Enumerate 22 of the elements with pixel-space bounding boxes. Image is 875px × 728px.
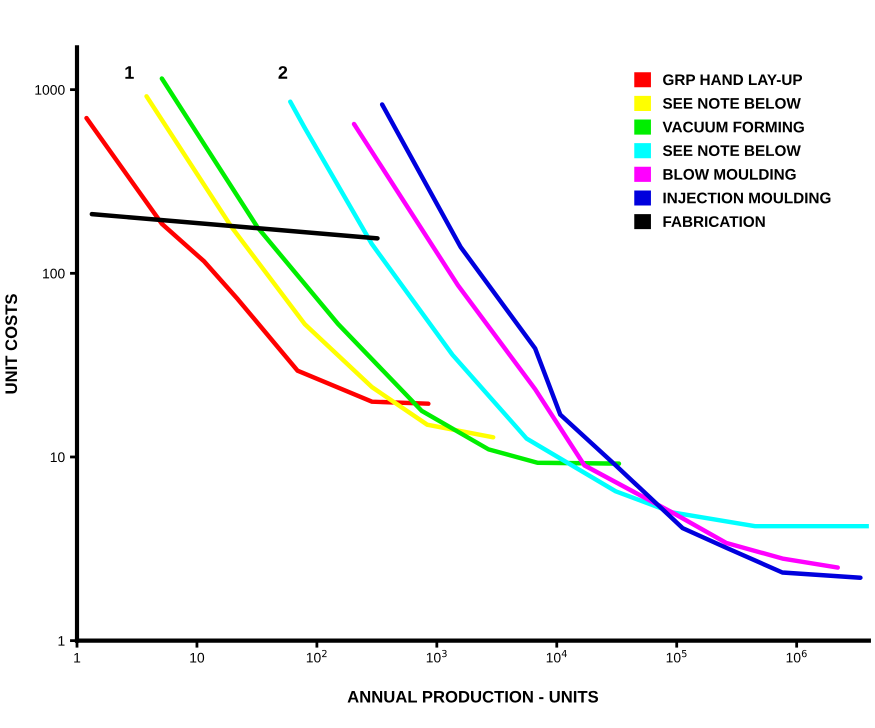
legend-label: FABRICATION (663, 216, 765, 228)
legend-label: INJECTION MOULDING (663, 192, 830, 204)
annotation: 2 (278, 66, 288, 79)
x-tick-label: 10 (190, 652, 204, 663)
x-tick-label: 10$^{4}$ (546, 650, 567, 663)
legend-label: GRP HAND LAY-UP (663, 74, 802, 86)
annotation: 1 (125, 66, 134, 79)
y-tick-label: 10 (50, 452, 65, 462)
x-tick-label: 10$^{5}$ (666, 650, 687, 663)
x-axis-title: ANNUAL PRODUCTION - UNITS (348, 690, 598, 703)
y-axis-title: UNIT COSTS (5, 294, 18, 394)
legend-label: SEE NOTE BELOW (662, 98, 801, 109)
legend-label: SEE NOTE BELOW (662, 145, 801, 156)
x-tick-label: 10$^{3}$ (426, 650, 447, 663)
x-tick-label: 1 (74, 652, 80, 663)
y-tick-label: 100 (43, 268, 65, 278)
y-tick-label: 1 (58, 636, 65, 646)
legend-label: VACUUM FORMING (662, 122, 804, 132)
legend-label: BLOW MOULDING (663, 168, 796, 180)
x-tick-label: 10$^{6}$ (786, 650, 807, 663)
y-tick-label: 1000 (35, 84, 65, 95)
x-tick-label: 10$^{2}$ (306, 650, 327, 663)
